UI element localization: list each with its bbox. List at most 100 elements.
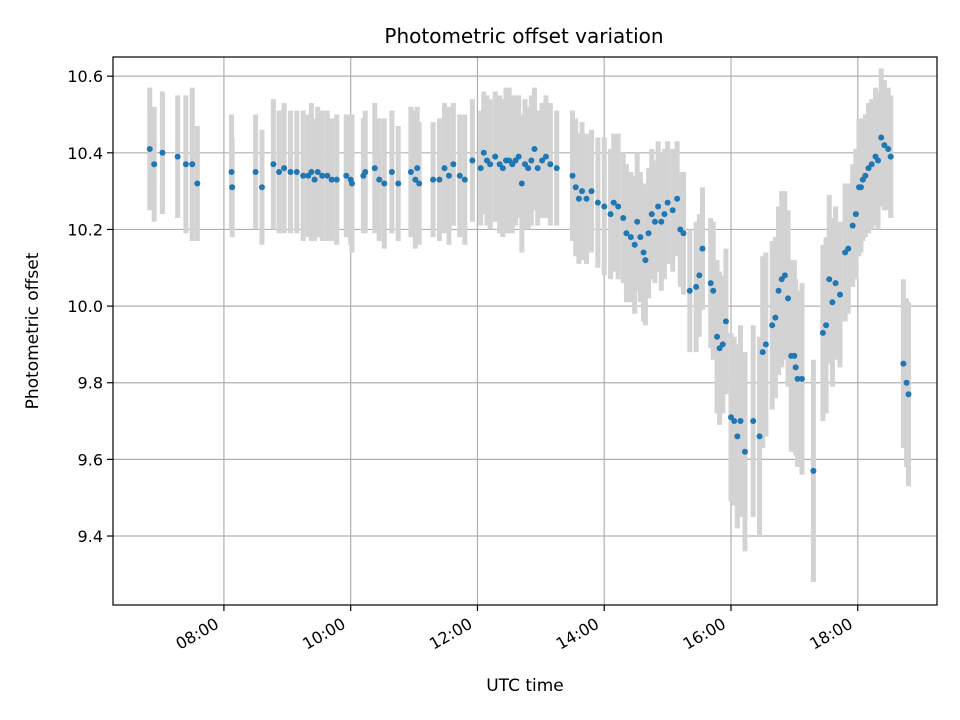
data-point xyxy=(534,165,541,172)
data-point xyxy=(492,153,499,160)
data-point xyxy=(707,280,714,287)
data-point xyxy=(762,341,769,348)
data-point xyxy=(528,157,535,164)
y-tick-label: 10.6 xyxy=(67,67,103,86)
data-point xyxy=(903,379,910,386)
data-point xyxy=(810,467,817,474)
data-point xyxy=(714,333,721,340)
data-point xyxy=(645,230,652,237)
data-point xyxy=(756,433,763,440)
data-point xyxy=(785,295,792,302)
data-point xyxy=(281,165,288,172)
data-point xyxy=(642,257,649,264)
y-tick-label: 9.6 xyxy=(78,450,103,469)
data-point xyxy=(769,322,776,329)
data-point xyxy=(572,184,579,191)
data-point xyxy=(623,230,630,237)
data-point xyxy=(553,165,560,172)
data-point xyxy=(648,211,655,218)
data-point xyxy=(362,168,369,175)
data-points xyxy=(146,134,912,474)
data-point xyxy=(741,448,748,455)
data-point xyxy=(436,176,443,183)
data-point xyxy=(792,364,799,371)
data-point xyxy=(416,180,423,187)
data-point xyxy=(661,211,668,218)
data-point xyxy=(875,157,882,164)
data-point xyxy=(731,418,738,425)
data-point xyxy=(229,184,236,191)
data-point xyxy=(151,161,158,168)
data-point xyxy=(781,272,788,279)
data-point xyxy=(174,153,181,160)
data-point xyxy=(311,176,318,183)
data-point xyxy=(531,145,538,152)
data-point xyxy=(542,153,549,160)
data-point xyxy=(252,168,259,175)
data-point xyxy=(680,230,687,237)
data-point xyxy=(759,349,766,356)
data-point xyxy=(293,168,300,175)
data-point xyxy=(722,318,729,325)
data-point xyxy=(194,180,201,187)
data-point xyxy=(887,153,894,160)
data-point xyxy=(905,391,912,398)
y-tick-label: 9.4 xyxy=(78,527,103,546)
plot-frame xyxy=(112,56,938,606)
y-axis-ticks: 9.4 9.6 9.8 10.0 10.2 10.4 10.6 xyxy=(67,67,113,546)
data-point xyxy=(607,211,614,218)
data-point xyxy=(664,199,671,206)
data-point xyxy=(674,195,681,202)
data-point xyxy=(852,211,859,218)
data-point xyxy=(324,172,331,179)
data-point xyxy=(539,157,546,164)
data-point xyxy=(308,168,315,175)
data-point xyxy=(333,176,340,183)
data-point xyxy=(182,161,189,168)
data-point xyxy=(348,180,355,187)
data-point xyxy=(388,168,395,175)
data-point xyxy=(750,418,757,425)
data-point xyxy=(710,287,717,294)
data-point xyxy=(658,218,665,225)
data-point xyxy=(499,165,506,172)
data-point xyxy=(719,341,726,348)
data-point xyxy=(477,165,484,172)
data-point xyxy=(430,176,437,183)
data-point xyxy=(343,172,350,179)
data-point xyxy=(228,168,235,175)
data-point xyxy=(849,222,856,229)
data-point xyxy=(737,418,744,425)
data-point xyxy=(146,145,153,152)
y-tick-label: 10.4 xyxy=(67,144,103,163)
data-point xyxy=(772,314,779,321)
data-point xyxy=(588,188,595,195)
data-point xyxy=(845,245,852,252)
y-tick-label: 10.0 xyxy=(67,297,103,316)
data-point xyxy=(696,272,703,279)
data-point xyxy=(395,180,402,187)
data-point xyxy=(594,199,601,206)
data-point xyxy=(878,134,885,141)
data-point xyxy=(525,165,532,172)
data-point xyxy=(287,168,294,175)
data-point xyxy=(900,360,907,367)
data-point xyxy=(319,172,326,179)
data-point xyxy=(620,214,627,221)
y-tick-label: 9.8 xyxy=(78,374,103,393)
data-point xyxy=(407,168,414,175)
data-point xyxy=(868,161,875,168)
data-point xyxy=(829,299,836,306)
data-point xyxy=(610,199,617,206)
data-point xyxy=(258,184,265,191)
data-point xyxy=(300,172,307,179)
data-point xyxy=(669,207,676,214)
data-point xyxy=(601,203,608,210)
data-point xyxy=(547,161,554,168)
data-point xyxy=(615,203,622,210)
data-point xyxy=(885,145,892,152)
data-point xyxy=(798,375,805,382)
data-point xyxy=(575,195,582,202)
data-point xyxy=(655,203,662,210)
